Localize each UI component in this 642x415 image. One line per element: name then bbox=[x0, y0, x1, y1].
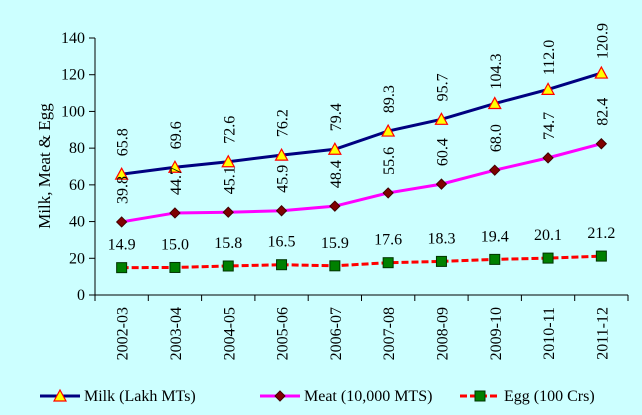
meat-data-label: 82.4 bbox=[594, 98, 611, 126]
milk-data-label: 69.6 bbox=[168, 121, 185, 149]
egg-data-label: 18.3 bbox=[427, 230, 455, 247]
egg-data-label: 15.9 bbox=[321, 235, 349, 252]
milk-data-label: 95.7 bbox=[434, 73, 451, 101]
meat-data-label: 48.4 bbox=[328, 160, 345, 188]
egg-square-point bbox=[116, 262, 128, 274]
y-tick-label: 80 bbox=[69, 140, 85, 157]
egg-square-point bbox=[222, 260, 234, 272]
y-axis-label: Milk, Meat & Egg bbox=[35, 103, 54, 229]
meat-diamond-point bbox=[382, 187, 394, 199]
meat-data-label: 60.4 bbox=[434, 138, 451, 166]
milk-triangle-point bbox=[487, 96, 502, 110]
y-tick-label: 100 bbox=[61, 103, 85, 120]
y-tick-label: 60 bbox=[69, 177, 85, 194]
egg-data-label: 21.2 bbox=[587, 225, 615, 242]
meat-diamond-point bbox=[329, 200, 341, 212]
egg-square-point bbox=[489, 253, 501, 265]
x-tick-label: 2008-09 bbox=[434, 307, 451, 360]
x-tick-label: 2003-04 bbox=[168, 307, 185, 360]
egg-square-point bbox=[169, 261, 181, 273]
meat-data-label: 39.8 bbox=[115, 176, 132, 204]
milk-triangle-point bbox=[221, 154, 236, 168]
milk-data-label: 89.3 bbox=[381, 85, 398, 113]
x-tick-label: 2005-06 bbox=[275, 307, 292, 360]
milk-data-label: 72.6 bbox=[221, 116, 238, 144]
egg-square-point bbox=[276, 259, 288, 271]
meat-diamond-point bbox=[489, 164, 501, 176]
egg-data-label: 15.0 bbox=[161, 236, 189, 253]
milk-triangle-point bbox=[594, 65, 609, 79]
meat-diamond-point bbox=[435, 178, 448, 190]
meat-series-line bbox=[121, 142, 602, 224]
meat-data-label: 45.9 bbox=[275, 165, 292, 193]
milk-triangle-point bbox=[541, 82, 556, 96]
y-tick-label: 20 bbox=[69, 250, 85, 267]
meat-diamond-point bbox=[115, 216, 128, 228]
milk-triangle-point bbox=[274, 147, 289, 161]
milk-legend-label: Milk (Lakh MTs) bbox=[84, 388, 196, 405]
egg-legend-square-point bbox=[474, 390, 486, 402]
milk-triangle-point bbox=[381, 123, 396, 137]
meat-data-label: 68.0 bbox=[488, 124, 505, 152]
y-axis-ticks: 0 20 40 60 80 100 120 140 bbox=[61, 30, 95, 304]
meat-diamond-point bbox=[275, 205, 288, 217]
x-tick-label: 2006-07 bbox=[328, 307, 345, 360]
meat-legend-label: Meat (10,000 MTS) bbox=[304, 388, 432, 405]
meat-diamond-point bbox=[169, 207, 181, 219]
milk-triangle-point bbox=[327, 141, 342, 155]
meat-data-label: 55.6 bbox=[381, 147, 398, 175]
milk-data-label: 120.9 bbox=[594, 23, 611, 59]
milk-legend-triangle-point bbox=[52, 388, 68, 402]
egg-square-point bbox=[329, 260, 341, 272]
x-tick-label: 2002-03 bbox=[115, 307, 132, 360]
meat-diamond-point bbox=[542, 152, 554, 164]
meat-data-label: 45.1 bbox=[221, 166, 238, 194]
x-axis-ticks: 2002-03 2003-04 2004-05 2005-06 2006-07 2007-… bbox=[94, 295, 629, 360]
x-tick-label: 2011-12 bbox=[594, 307, 611, 360]
egg-data-label: 14.9 bbox=[108, 237, 136, 254]
milk-triangle-point bbox=[167, 159, 182, 173]
egg-data-label: 15.8 bbox=[214, 235, 242, 252]
meat-data-label: 74.7 bbox=[541, 112, 558, 140]
egg-data-label: 20.1 bbox=[534, 227, 562, 244]
y-tick-label: 140 bbox=[61, 30, 85, 47]
milk-data-label: 104.3 bbox=[488, 54, 505, 90]
egg-series-line bbox=[121, 254, 602, 270]
data-labels: 65.8 69.6 72.6 76.2 79.4 89.3 95.7 104.3 112.0 12… bbox=[108, 23, 616, 254]
egg-square-point bbox=[435, 255, 447, 267]
y-tick-label: 0 bbox=[77, 287, 85, 304]
x-tick-label: 2009-10 bbox=[488, 307, 505, 360]
egg-square-point bbox=[382, 257, 394, 269]
chart-legend: Milk (Lakh MTs) Meat (10,000 MTS) Egg (100… bbox=[40, 388, 595, 405]
egg-data-label: 16.5 bbox=[268, 234, 296, 251]
egg-legend-label: Egg (100 Crs) bbox=[504, 388, 595, 405]
milk-data-label: 112.0 bbox=[541, 40, 558, 75]
egg-square-point bbox=[542, 252, 554, 264]
meat-data-label: 44.7 bbox=[168, 167, 185, 195]
meat-diamond-point bbox=[595, 138, 608, 150]
x-tick-label: 2004-05 bbox=[221, 307, 238, 360]
milk-data-label: 65.8 bbox=[115, 128, 132, 156]
x-tick-label: 2007-08 bbox=[381, 307, 398, 360]
milk-series-line bbox=[121, 71, 602, 176]
milk-triangle-point bbox=[434, 112, 449, 125]
y-tick-label: 40 bbox=[69, 214, 85, 231]
egg-data-label: 17.6 bbox=[374, 232, 402, 249]
milk-data-label: 76.2 bbox=[275, 109, 292, 137]
chart-series bbox=[114, 65, 609, 274]
egg-square-point bbox=[595, 250, 607, 262]
milk-data-label: 79.4 bbox=[328, 103, 345, 131]
meat-diamond-point bbox=[222, 206, 234, 218]
egg-data-label: 19.4 bbox=[481, 228, 509, 245]
meat-legend-diamond-point bbox=[274, 390, 286, 402]
y-tick-label: 120 bbox=[61, 67, 85, 84]
x-tick-label: 2010-11 bbox=[541, 307, 558, 360]
milk-triangle-point bbox=[114, 166, 129, 180]
